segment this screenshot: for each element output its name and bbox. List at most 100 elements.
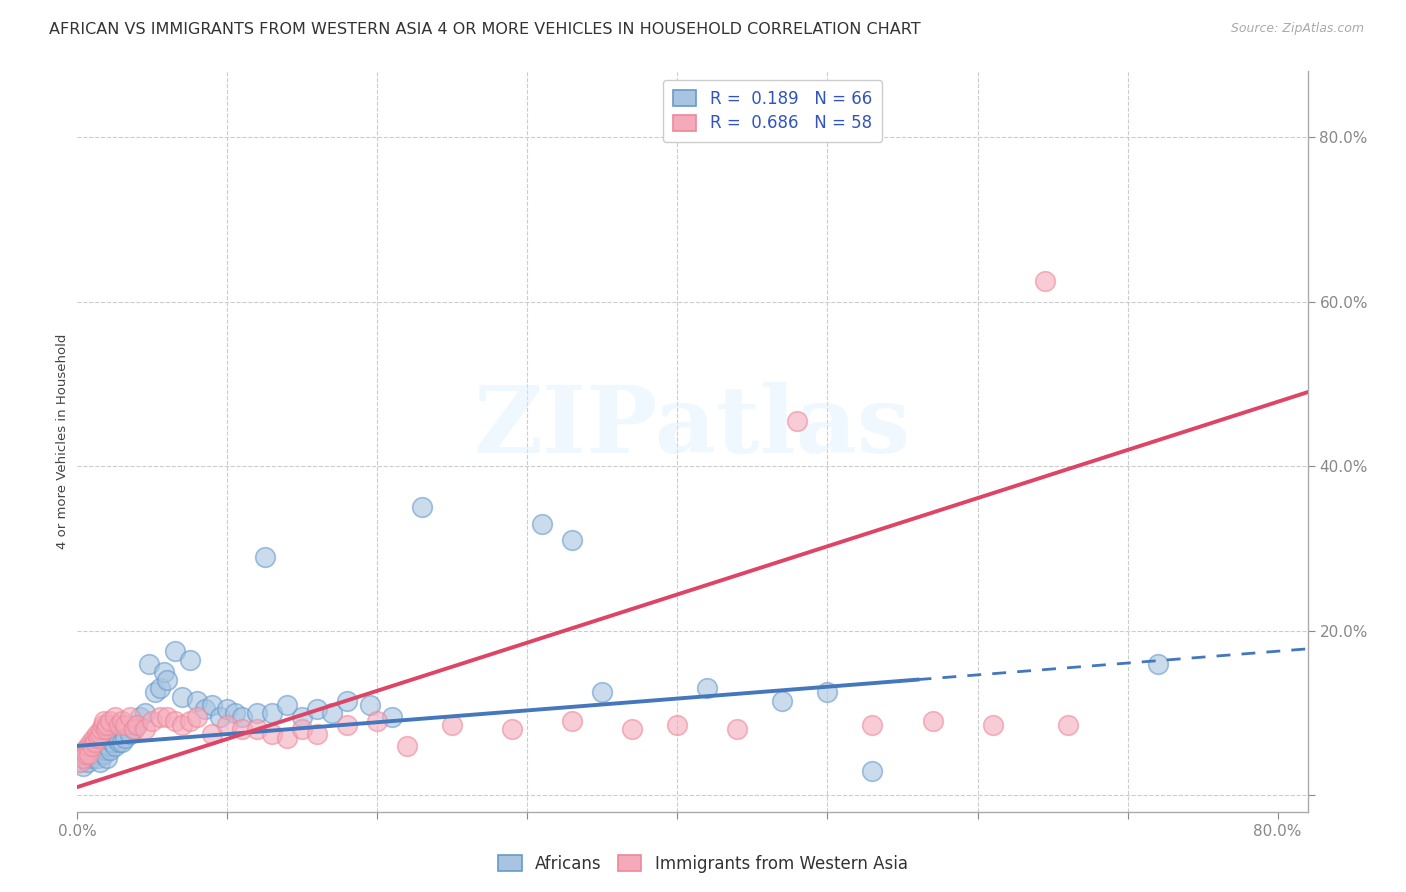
Point xyxy=(114,718,136,732)
Point xyxy=(217,702,239,716)
Point xyxy=(621,723,644,737)
Point xyxy=(79,747,101,761)
Point xyxy=(69,756,91,770)
Point xyxy=(179,652,201,666)
Point xyxy=(224,706,246,720)
Point xyxy=(1033,274,1056,288)
Point xyxy=(118,726,141,740)
Point xyxy=(73,743,96,757)
Legend: Africans, Immigrants from Western Asia: Africans, Immigrants from Western Asia xyxy=(492,848,914,880)
Text: Source: ZipAtlas.com: Source: ZipAtlas.com xyxy=(1230,22,1364,36)
Y-axis label: 4 or more Vehicles in Household: 4 or more Vehicles in Household xyxy=(56,334,69,549)
Point xyxy=(231,710,253,724)
Point xyxy=(83,731,105,745)
Point xyxy=(94,743,117,757)
Point xyxy=(69,756,91,770)
Point xyxy=(89,726,111,740)
Point xyxy=(307,726,329,740)
Point xyxy=(862,764,884,778)
Text: AFRICAN VS IMMIGRANTS FROM WESTERN ASIA 4 OR MORE VEHICLES IN HOUSEHOLD CORRELAT: AFRICAN VS IMMIGRANTS FROM WESTERN ASIA … xyxy=(49,22,921,37)
Point xyxy=(104,710,127,724)
Legend: R =  0.189   N = 66, R =  0.686   N = 58: R = 0.189 N = 66, R = 0.686 N = 58 xyxy=(664,79,882,143)
Point xyxy=(186,694,208,708)
Point xyxy=(79,747,101,761)
Point xyxy=(262,726,284,740)
Point xyxy=(591,685,613,699)
Point xyxy=(201,698,224,712)
Point xyxy=(76,756,98,770)
Point xyxy=(80,735,103,749)
Point xyxy=(862,718,884,732)
Point xyxy=(75,743,97,757)
Point xyxy=(246,706,269,720)
Point xyxy=(87,751,110,765)
Point xyxy=(82,751,104,765)
Point xyxy=(262,706,284,720)
Point xyxy=(93,714,115,729)
Point xyxy=(149,681,172,696)
Point xyxy=(114,731,136,745)
Point xyxy=(156,673,179,687)
Point xyxy=(786,414,808,428)
Point xyxy=(276,698,298,712)
Point xyxy=(82,739,104,753)
Point xyxy=(84,747,107,761)
Point xyxy=(291,723,314,737)
Point xyxy=(94,723,117,737)
Point xyxy=(124,723,146,737)
Point xyxy=(817,685,839,699)
Point xyxy=(73,751,96,765)
Point xyxy=(76,739,98,753)
Point xyxy=(666,718,689,732)
Point xyxy=(276,731,298,745)
Point xyxy=(127,718,149,732)
Point xyxy=(72,751,94,765)
Point xyxy=(83,743,105,757)
Point xyxy=(981,718,1004,732)
Point xyxy=(141,714,163,729)
Point xyxy=(118,710,141,724)
Point xyxy=(80,739,103,753)
Point xyxy=(86,726,108,740)
Point xyxy=(336,694,359,708)
Point xyxy=(138,657,160,671)
Point xyxy=(111,714,134,729)
Point xyxy=(96,718,118,732)
Point xyxy=(156,710,179,724)
Point xyxy=(291,710,314,724)
Point xyxy=(441,718,464,732)
Point xyxy=(70,747,93,761)
Point xyxy=(217,718,239,732)
Point xyxy=(246,723,269,737)
Point xyxy=(163,714,186,729)
Point xyxy=(111,735,134,749)
Point xyxy=(127,718,149,732)
Point xyxy=(1146,657,1168,671)
Point xyxy=(179,714,201,729)
Point xyxy=(91,739,114,753)
Point xyxy=(727,723,749,737)
Point xyxy=(91,718,114,732)
Point xyxy=(108,735,131,749)
Point xyxy=(501,723,523,737)
Point xyxy=(90,743,112,757)
Point xyxy=(772,694,794,708)
Point xyxy=(336,718,359,732)
Point xyxy=(97,739,120,753)
Point xyxy=(307,702,329,716)
Point xyxy=(696,681,718,696)
Point xyxy=(561,533,583,548)
Point xyxy=(98,714,121,729)
Point xyxy=(96,751,118,765)
Point xyxy=(321,706,343,720)
Point xyxy=(208,710,231,724)
Point xyxy=(89,756,111,770)
Point xyxy=(172,690,194,704)
Point xyxy=(153,665,176,679)
Point xyxy=(98,743,121,757)
Point xyxy=(124,723,146,737)
Point xyxy=(86,739,108,753)
Point xyxy=(108,718,131,732)
Point xyxy=(84,735,107,749)
Point xyxy=(104,739,127,753)
